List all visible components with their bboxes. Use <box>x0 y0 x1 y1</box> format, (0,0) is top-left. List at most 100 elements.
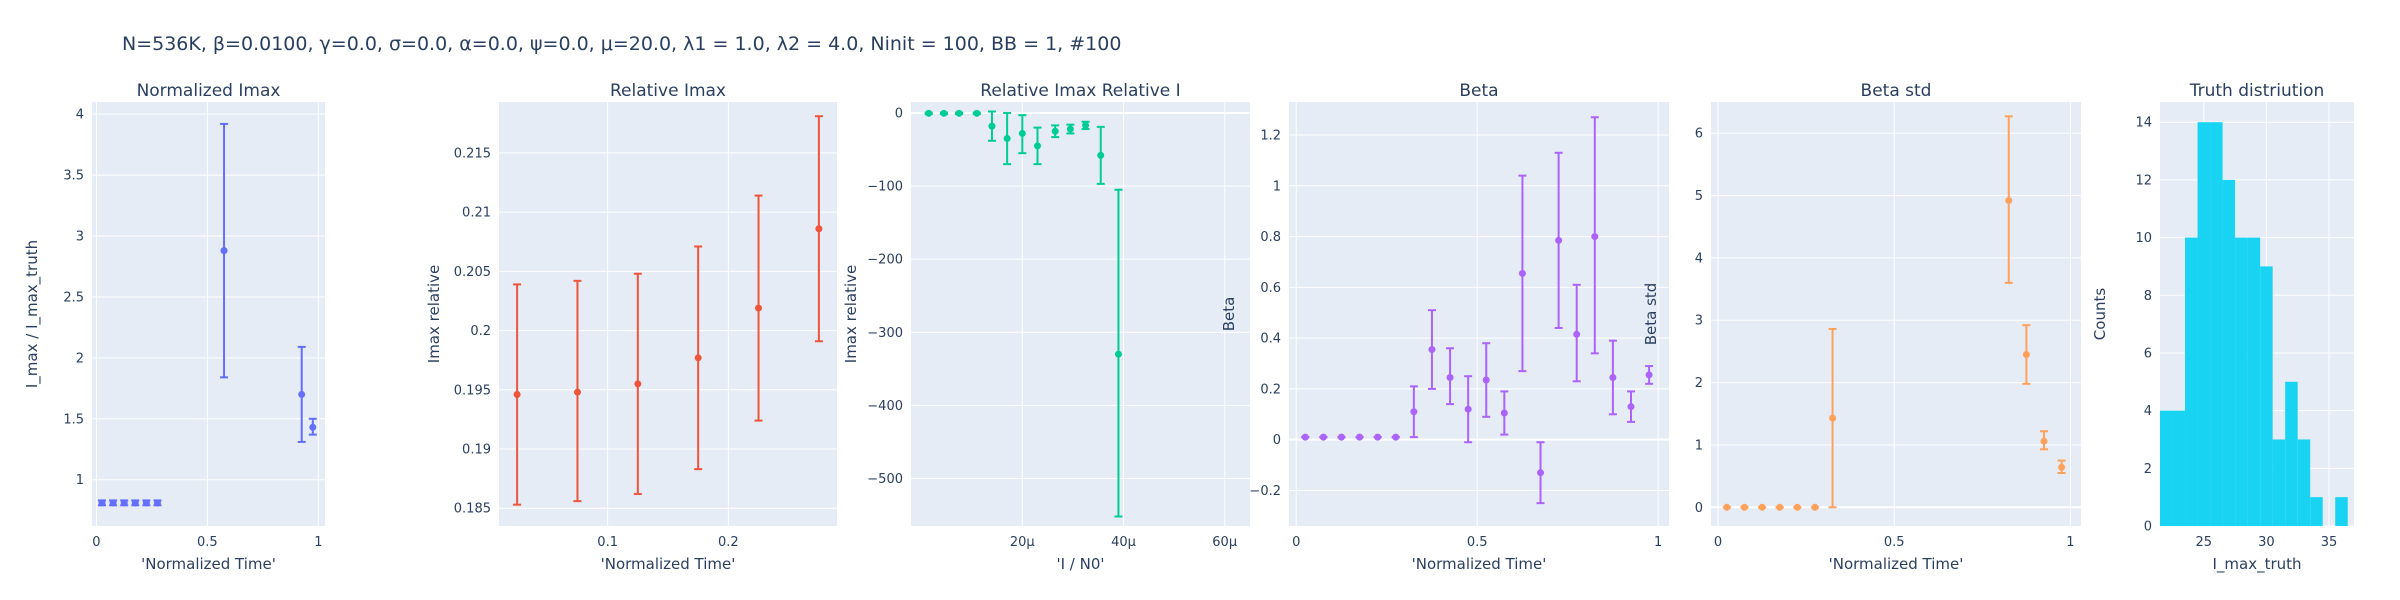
panel-6-histogram-bar <box>2197 122 2211 526</box>
panel-4-data-point <box>1337 433 1345 441</box>
panel-6-histogram-bar <box>2297 439 2311 526</box>
panel-6-histogram-bar <box>2185 237 2198 526</box>
panel-4-x-tick-label: 0.5 <box>1467 535 1488 550</box>
panel-3-y-tick-label: −400 <box>867 399 903 414</box>
panel-2-title: Relative Imax <box>610 81 726 101</box>
panel-5-y-tick-label: 4 <box>1695 251 1703 266</box>
panel-6-histogram-bar <box>2285 381 2298 526</box>
panel-6-y-axis-label: Counts <box>2091 288 2109 341</box>
panel-6-histogram-bar <box>2310 497 2323 526</box>
panel-6-histogram-bar <box>2210 122 2223 526</box>
panel-6-histogram-bar <box>2247 237 2261 526</box>
panel-3-data-point <box>1066 125 1074 133</box>
panel-2-y-axis-label: Imax relative <box>425 265 443 363</box>
panel-4-data-point <box>1555 236 1563 244</box>
panel-6-histogram-bar <box>2222 179 2236 526</box>
panel-5-data-point <box>2058 463 2066 471</box>
panel-3-y-tick-label: −200 <box>867 253 903 268</box>
panel-1-data-point <box>142 499 150 507</box>
panel-4-y-tick-label: 0.2 <box>1260 382 1281 397</box>
panel-3-y-tick-label: −500 <box>867 472 903 487</box>
panel-4-data-point <box>1410 408 1418 416</box>
panel-2-x-tick-label: 0.1 <box>597 535 618 550</box>
panel-1-y-tick-label: 3.5 <box>63 169 84 184</box>
panel-4-data-point <box>1573 330 1581 338</box>
panel-4-data-point <box>1500 409 1508 417</box>
panel-1-data-layer <box>97 122 317 507</box>
panel-1-y-tick-label: 1.5 <box>63 412 84 427</box>
panel-1-data-point <box>220 247 228 255</box>
panel-4-x-axis-label: 'Normalized Time' <box>1412 555 1547 573</box>
panel-4-y-tick-label: 0.6 <box>1260 281 1281 296</box>
panel-3-data-point <box>1097 151 1105 159</box>
panel-5-x-tick-label: 0 <box>1714 535 1722 550</box>
panel-3-data-point <box>973 109 981 117</box>
panel-3-title: Relative Imax Relative I <box>980 81 1180 101</box>
panel-2-data-point <box>634 380 642 388</box>
panel-1-x-axis-label: 'Normalized Time' <box>141 555 276 573</box>
panel-6-y-tick-label: 8 <box>2144 289 2152 304</box>
panel-1-data-point <box>109 499 117 507</box>
panel-5-data-point <box>1829 414 1837 422</box>
panel-4-plot-area <box>1289 102 1669 526</box>
panel-5-data-point <box>2040 437 2048 445</box>
panel-5-data-point <box>1723 503 1731 511</box>
panel-5-y-axis-label: Beta std <box>1642 283 1660 346</box>
panel-1-y-tick-label: 3 <box>76 230 84 245</box>
panel-1-plot-area <box>92 102 325 526</box>
panel-1-data-point <box>131 499 139 507</box>
panel-5-title: Beta std <box>1861 81 1932 101</box>
panel-1-data-point <box>153 499 161 507</box>
panel-1-x-tick-label: 1 <box>314 535 322 550</box>
panel-6-histogram-bar <box>2172 410 2186 526</box>
panel-6-histogram-bar <box>2160 410 2173 526</box>
panel-2-y-tick-label: 0.19 <box>462 443 491 458</box>
panel-3-data-point <box>940 109 948 117</box>
panel-6-y-tick-label: 12 <box>2135 173 2152 188</box>
panel-5-data-point <box>1776 503 1784 511</box>
panel-1-data-point <box>120 499 128 507</box>
panel-4-x-tick-label: 1 <box>1654 535 1662 550</box>
panel-3-x-tick-label: 60μ <box>1212 535 1237 550</box>
panel-1-y-tick-label: 2.5 <box>63 290 84 305</box>
panel-4-y-tick-label: 1.2 <box>1260 129 1281 144</box>
panel-6-histogram-bar <box>2235 237 2248 526</box>
panel-1-y-tick-label: 2 <box>76 351 84 366</box>
panel-3-y-tick-label: −300 <box>867 326 903 341</box>
panel-4-data-point <box>1645 371 1653 379</box>
panel-4-x-tick-label: 0 <box>1292 535 1300 550</box>
panel-5-data-point <box>1793 503 1801 511</box>
panel-6-histogram-bar <box>2260 266 2273 526</box>
panel-6-y-tick-label: 6 <box>2144 346 2152 361</box>
panel-3-y-tick-label: −100 <box>867 180 903 195</box>
figure-title: N=536K, β=0.0100, γ=0.0, σ=0.0, α=0.0, ψ… <box>122 33 1121 55</box>
panel-4-y-tick-label: 0 <box>1273 433 1281 448</box>
panel-5-y-tick-label: 3 <box>1695 314 1703 329</box>
panel-4-data-point <box>1464 405 1472 413</box>
panel-1-data-point <box>98 499 106 507</box>
panel-2-data-point <box>573 388 581 396</box>
panel-2-y-tick-label: 0.215 <box>454 146 491 161</box>
panel-3-data-point <box>1033 142 1041 150</box>
panel-4-y-tick-label: 0.8 <box>1260 230 1281 245</box>
panel-4-y-tick-label: 0.4 <box>1260 332 1281 347</box>
panel-5-data-point <box>2005 197 2013 205</box>
panel-2-data-point <box>755 304 763 312</box>
panel-5-x-tick-label: 1 <box>2066 535 2074 550</box>
panel-1-y-tick-label: 4 <box>76 108 84 123</box>
panel-5: 0 0.5 1 0 1 2 3 4 5 6 Beta std 'Normalized Time' Bet… <box>1642 81 2081 573</box>
panel-6-histogram-bar <box>2272 439 2286 526</box>
panel-2-y-tick-label: 0.195 <box>454 383 491 398</box>
panel-2: 0.1 0.2 0.185 0.19 0.195 0.2 0.205 0.21 0.215 Rel… <box>425 81 837 573</box>
panel-2-data-point <box>815 225 823 233</box>
panel-6: 25 30 35 0 2 4 6 8 10 12 14 Truth distriution I_max_… <box>2091 81 2354 574</box>
panel-1-y-tick-label: 1 <box>76 473 84 488</box>
panel-3-x-tick-label: 40μ <box>1111 535 1136 550</box>
panel-3-data-point <box>988 122 996 130</box>
panel-4-data-point <box>1627 403 1635 411</box>
panel-6-y-tick-label: 0 <box>2144 520 2152 535</box>
panel-5-data-point <box>1811 503 1819 511</box>
panel-6-y-tick-label: 2 <box>2144 462 2152 477</box>
panel-2-x-tick-label: 0.2 <box>718 535 739 550</box>
